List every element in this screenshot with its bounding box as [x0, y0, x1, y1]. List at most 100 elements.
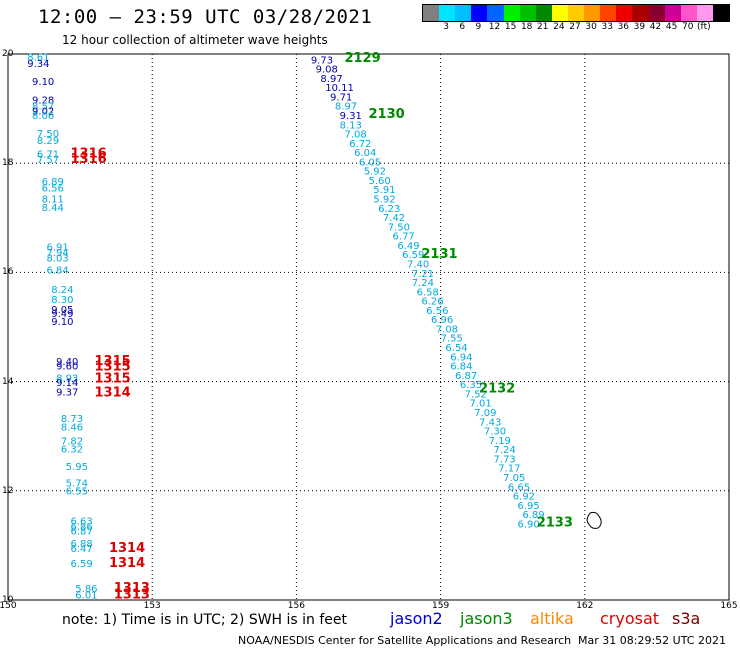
colorbar-swatch: [519, 5, 536, 21]
colorbar-swatch: [503, 5, 520, 21]
wave-height-label: 6.63: [70, 517, 92, 528]
pass-time-label: 1314: [95, 385, 131, 400]
colorbar-label: 33: [601, 22, 613, 32]
wave-height-label: 9.28: [32, 96, 54, 107]
wave-height-label: 7.08: [436, 324, 458, 335]
wave-height-label: 7.50: [37, 129, 59, 140]
x-tick-label: 159: [432, 601, 450, 611]
wave-height-label: 7.50: [388, 222, 410, 233]
wave-height-label: 6.54: [445, 343, 467, 354]
wave-height-label: 8.24: [51, 285, 73, 296]
colorbar-label: 9: [475, 22, 482, 32]
colorbar-label: 6: [459, 22, 466, 32]
wave-height-label: 6.71: [37, 150, 59, 161]
wave-height-label: 9.10: [51, 317, 73, 328]
wave-height-label: 9.08: [316, 65, 338, 76]
wave-height-label: 5.60: [369, 176, 391, 187]
wave-height-label: 7.57: [37, 155, 59, 166]
colorbar-label: 18: [520, 22, 533, 32]
legend-s3a: s3a: [672, 609, 701, 628]
wave-height-label: 9.60: [56, 362, 78, 373]
wave-height-label: 5.86: [75, 584, 97, 595]
wave-height-label: 9.02: [32, 107, 54, 118]
wave-height-label: 7.52: [465, 389, 487, 400]
wave-height-label: 7.43: [479, 417, 501, 428]
wave-height-label: 9.31: [340, 111, 362, 122]
wave-height-label: 6.26: [421, 297, 443, 308]
wave-height-label: 6.32: [61, 445, 83, 456]
colorbar-label: 39: [633, 22, 646, 32]
wave-height-label: 7.17: [498, 464, 520, 475]
pass-time-label: 1313: [114, 587, 150, 602]
wave-height-label: 8.97: [335, 102, 357, 113]
colorbar-swatch: [551, 5, 568, 21]
wave-height-label: 8.29: [37, 136, 59, 147]
wave-height-label: 8.61: [27, 53, 49, 64]
colorbar-label: 27: [569, 22, 581, 32]
wave-height-label: 6.87: [455, 371, 477, 382]
wave-height-label: 6.92: [513, 492, 535, 503]
wave-height-label: 7.05: [503, 473, 525, 484]
wave-height-label: 6.58: [417, 287, 439, 298]
pass-time-label: 2129: [344, 51, 380, 66]
wave-height-label: 7.94: [46, 248, 68, 259]
colorbar-swatch: [712, 5, 730, 21]
wave-height-label: 9.71: [330, 92, 352, 103]
y-tick-label: 12: [2, 485, 14, 496]
wave-height-label: 7.82: [61, 436, 83, 447]
colorbar-swatch: [696, 5, 713, 21]
colorbar-swatch: [423, 5, 440, 21]
legend-cryosat: cryosat: [600, 609, 660, 628]
wave-height-label: 6.94: [450, 352, 472, 363]
colorbar-swatch: [616, 5, 633, 21]
wave-height-label: 7.55: [441, 334, 463, 345]
wave-height-label: 9.34: [27, 59, 49, 70]
wave-height-label: 10.11: [325, 83, 354, 94]
chart-subtitle: 12 hour collection of altimeter wave hei…: [62, 33, 328, 47]
wave-height-label: 6.91: [46, 243, 68, 254]
wave-height-label: 7.01: [469, 399, 491, 410]
wave-height-label: 6.84: [46, 265, 68, 276]
map-canvas: 8.619.349.109.288.579.028.067.508.296.71…: [7, 51, 730, 602]
colorbar-swatch: [600, 5, 617, 21]
colorbar-labels: 3 6 9 12 15 18 21 24 27 30 33 36 39 42 45 70 (ft): [422, 22, 728, 34]
colorbar-swatch: [535, 5, 552, 21]
colorbar-label: 70: [682, 22, 694, 32]
y-tick-label: 10: [2, 595, 14, 605]
wave-height-label: 6.86: [70, 522, 92, 533]
wave-height-label: 8.57: [32, 102, 54, 113]
colorbar-swatch: [567, 5, 585, 21]
wave-height-label: 6.23: [378, 204, 400, 215]
y-tick-label: 20: [2, 49, 14, 59]
wave-height-label: 6.59: [402, 250, 424, 261]
colorbar-swatch: [487, 5, 504, 21]
wave-height-label: 6.89: [42, 177, 64, 188]
wave-height-label: 8.44: [42, 203, 64, 214]
wave-height-label: 9.49: [51, 309, 73, 320]
wave-height-label: 6.77: [393, 232, 415, 243]
colorbar-label: 42: [649, 22, 662, 32]
colorbar-swatch: [680, 5, 697, 21]
wave-height-label: 7.24: [493, 445, 515, 456]
y-tick-label: 16: [2, 267, 14, 278]
colorbar-label: 21: [537, 22, 549, 32]
wave-height-label: 7.21: [412, 269, 434, 280]
wave-height-label: 9.73: [311, 55, 333, 66]
wave-height-label: 6.96: [431, 315, 453, 326]
pass-time-label: 1315: [95, 372, 131, 387]
pass-time-label: 2130: [369, 107, 405, 122]
wave-height-label: 6.88: [70, 539, 92, 550]
colorbar-swatch: [439, 5, 456, 21]
colorbar-label: 24: [553, 22, 565, 32]
wave-height-label: 5.91: [373, 185, 395, 196]
colorbar-label: (ft): [697, 22, 711, 32]
x-tick-label: 153: [143, 601, 161, 611]
wave-height-label: 6.56: [42, 184, 64, 195]
wave-height-label: 6.59: [70, 559, 92, 570]
wave-height-label: 7.30: [484, 427, 506, 438]
pass-time-label: 2133: [537, 515, 573, 530]
colorbar-label: 3: [443, 22, 450, 32]
y-tick-label: 14: [2, 376, 14, 387]
wave-height-label: 7.08: [344, 130, 366, 141]
pass-time-label: 1313: [114, 581, 150, 596]
